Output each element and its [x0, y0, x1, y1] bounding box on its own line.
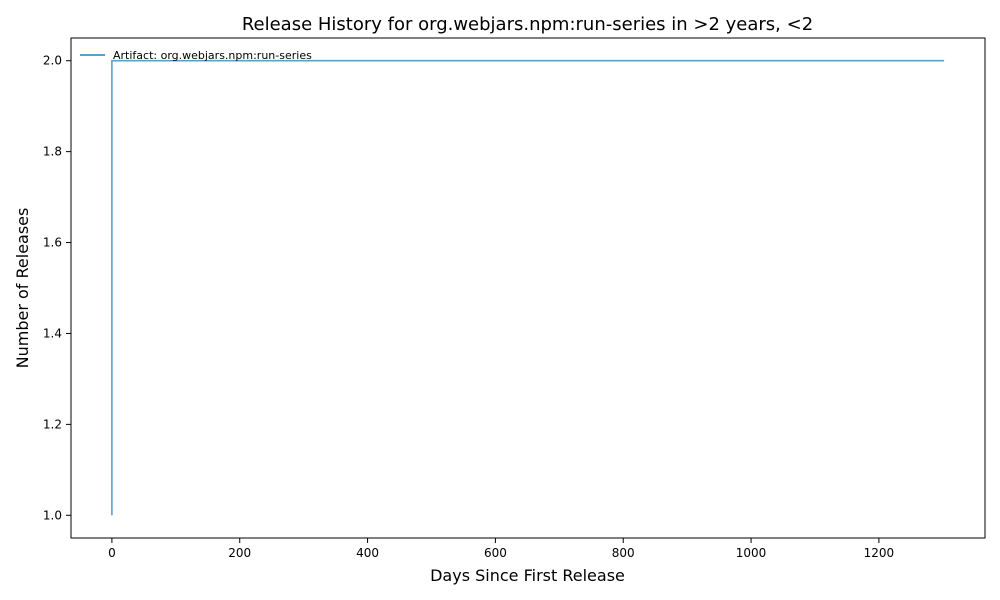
x-tick-label: 600	[484, 546, 507, 560]
x-tick-label: 1000	[736, 546, 767, 560]
y-tick-label: 2.0	[43, 54, 62, 68]
y-tick-label: 1.2	[43, 417, 62, 431]
x-axis: 0 200 400 600 800 1000 1200	[108, 538, 894, 560]
axes-frame	[70, 37, 986, 539]
x-axis-label: Days Since First Release	[430, 566, 625, 585]
x-tick-label: 0	[108, 546, 116, 560]
legend: Artifact: org.webjars.npm:run-series	[80, 49, 312, 62]
x-tick-label: 200	[228, 546, 251, 560]
y-tick-label: 1.0	[43, 508, 62, 522]
x-tick-label: 400	[356, 546, 379, 560]
y-tick-label: 1.8	[43, 145, 62, 159]
chart-title: Release History for org.webjars.npm:run-…	[242, 14, 813, 35]
y-tick-label: 1.6	[43, 236, 62, 250]
legend-label: Artifact: org.webjars.npm:run-series	[113, 49, 312, 62]
series-line	[111, 59, 945, 516]
x-tick-label: 1200	[864, 546, 895, 560]
plot-area	[111, 59, 945, 516]
y-tick-label: 1.4	[43, 326, 62, 340]
y-axis-label: Number of Releases	[13, 208, 32, 369]
x-tick-label: 800	[612, 546, 635, 560]
y-axis: 1.0 1.2 1.4 1.6 1.8 2.0	[43, 54, 71, 522]
